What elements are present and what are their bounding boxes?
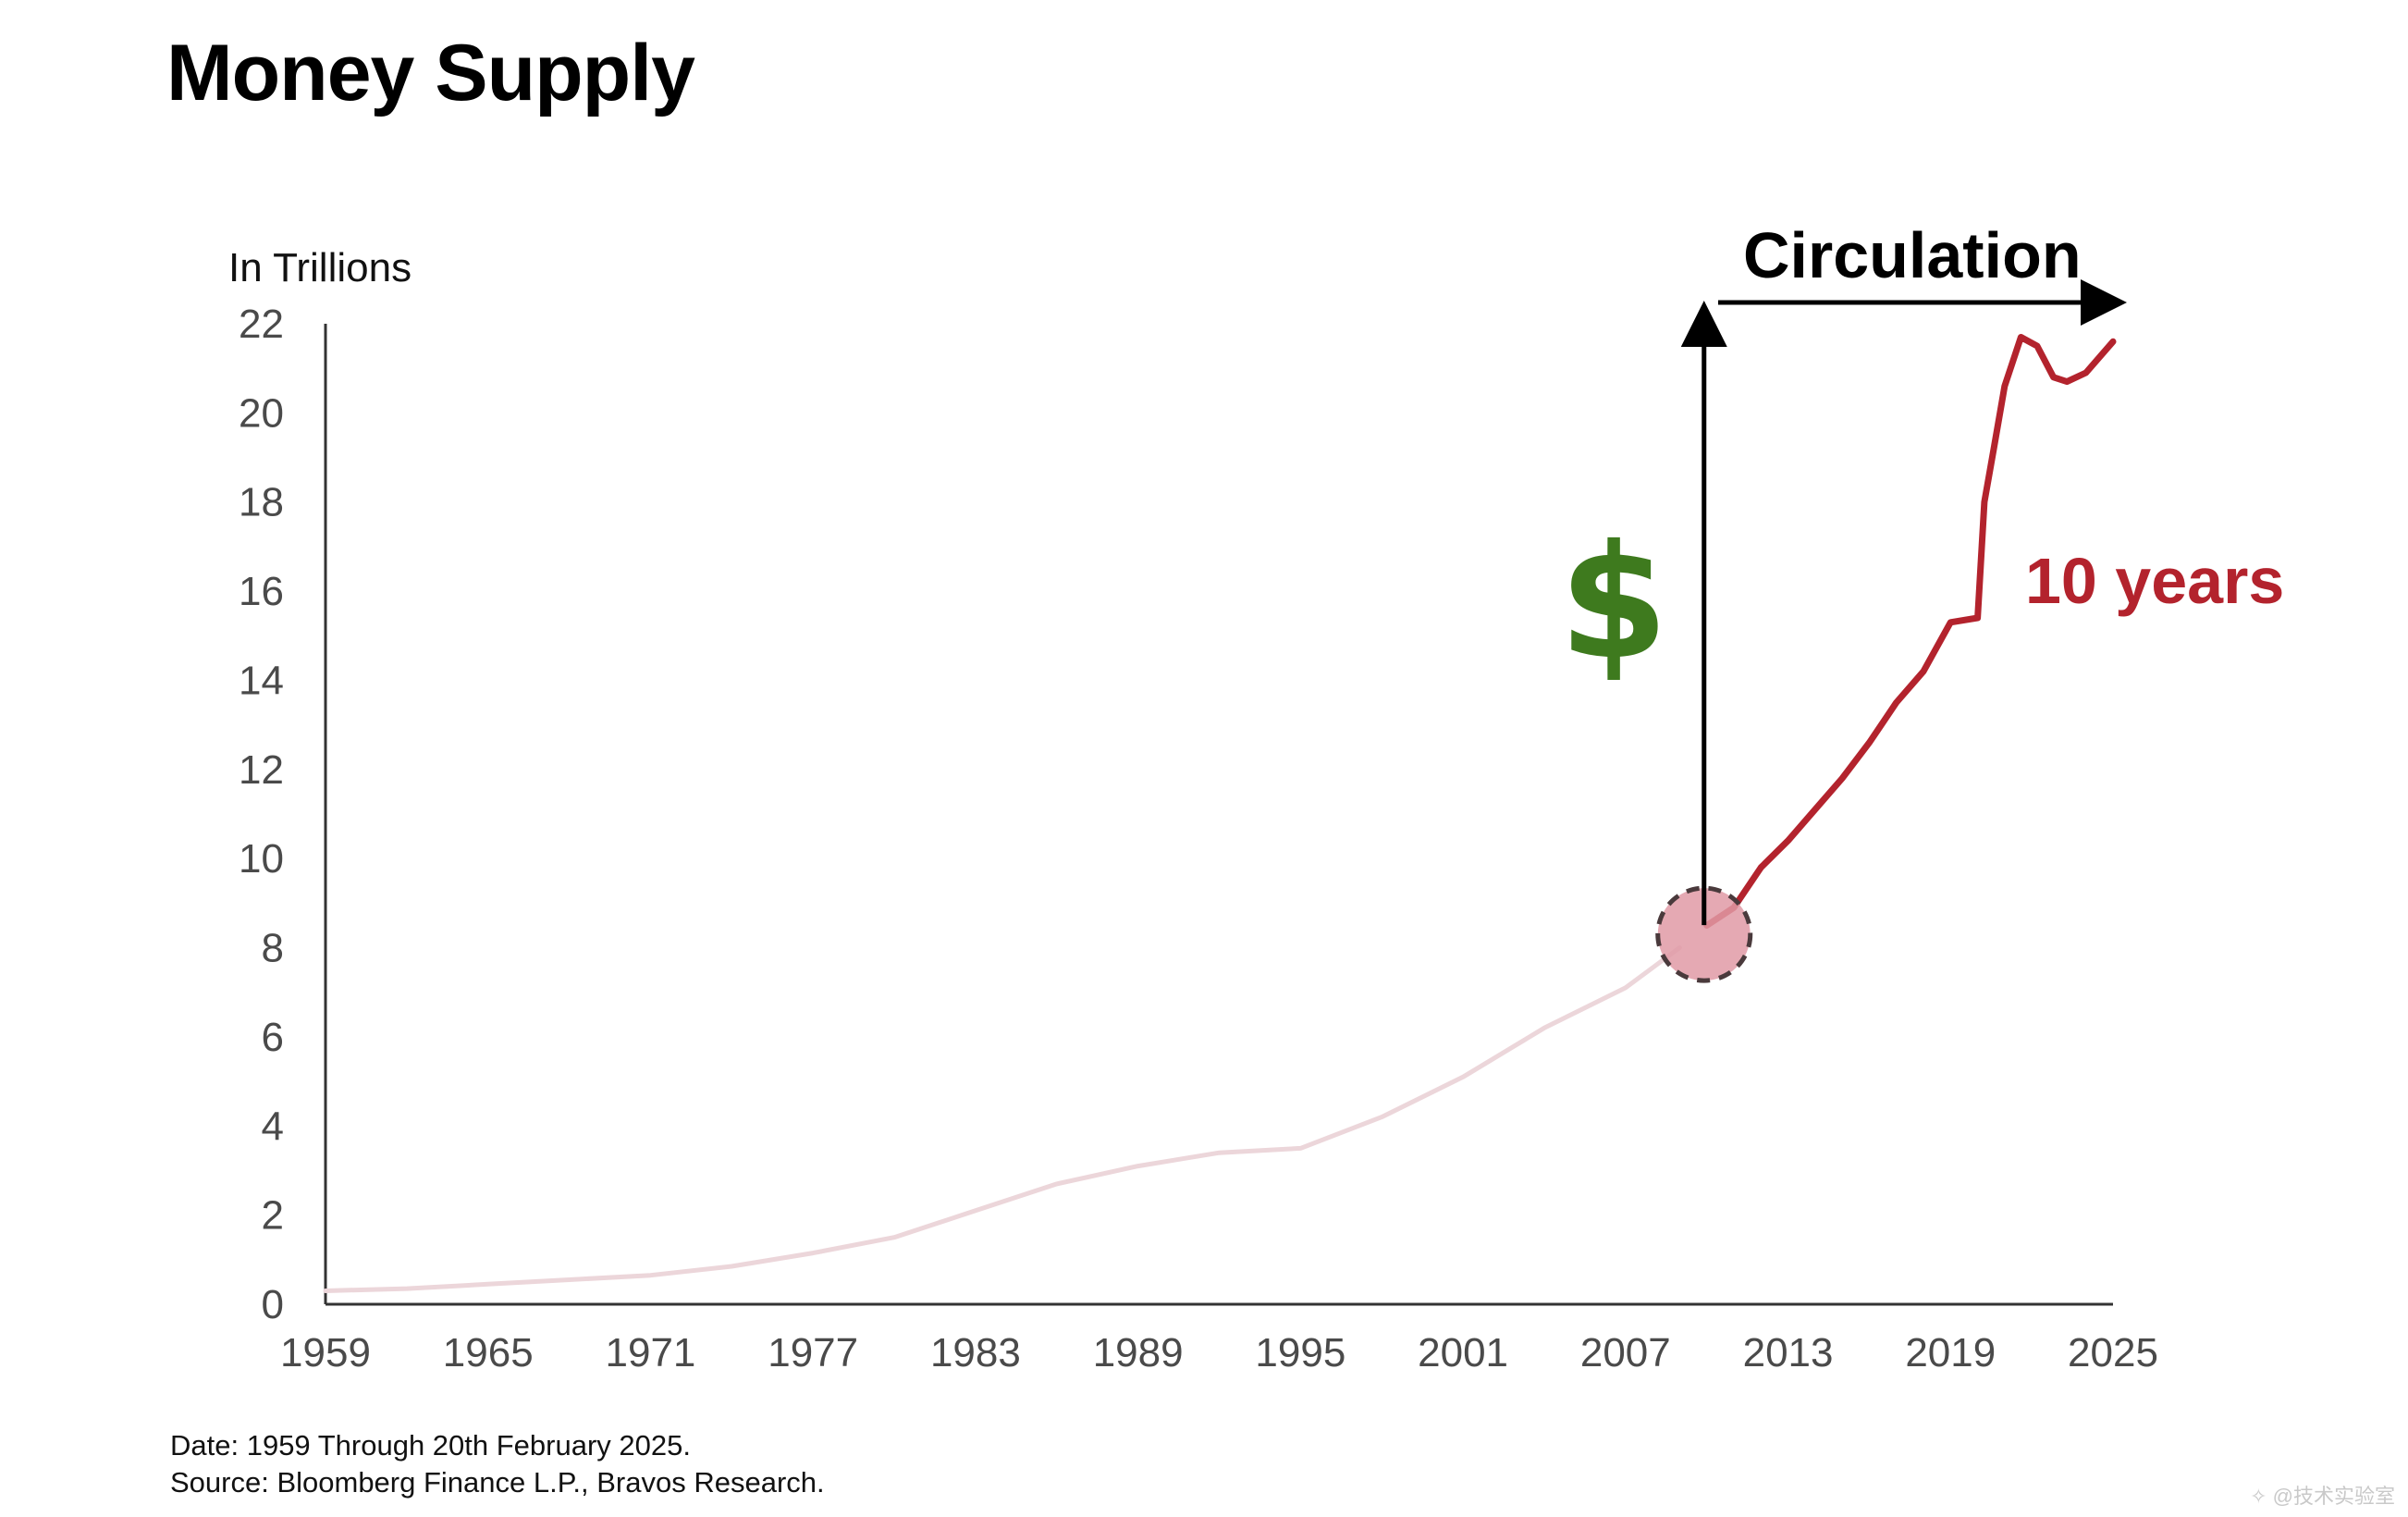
y-tick-label: 0 — [262, 1282, 284, 1327]
source-note: Source: Bloomberg Finance L.P., Bravos R… — [170, 1466, 825, 1498]
x-tick-label: 2001 — [1418, 1330, 1508, 1375]
x-tick-label: 1989 — [1093, 1330, 1184, 1375]
y-tick-label: 10 — [239, 836, 284, 882]
ten-years-label: 10 years — [2025, 545, 2284, 617]
date-note: Date: 1959 Through 20th February 2025. — [170, 1429, 691, 1462]
x-tick-label: 1965 — [443, 1330, 534, 1375]
x-tick-label: 1959 — [280, 1330, 371, 1375]
y-tick-label: 4 — [262, 1104, 284, 1149]
x-tick-label: 2019 — [1905, 1330, 1996, 1375]
series-line-before-2009 — [323, 945, 1682, 1293]
dollar-icon: $ — [1559, 512, 1668, 695]
x-tick-label: 2007 — [1580, 1330, 1671, 1375]
x-tick-label: 2025 — [2068, 1330, 2158, 1375]
series-line-since-2010 — [1703, 334, 2117, 929]
y-tick-label: 8 — [262, 926, 284, 971]
y-tick-label: 6 — [262, 1015, 284, 1060]
chart-title: Money Supply — [166, 29, 695, 117]
y-tick-label: 20 — [239, 390, 284, 436]
y-tick-label: 18 — [239, 480, 284, 525]
x-tick-label: 1977 — [768, 1330, 858, 1375]
y-tick-label: 16 — [239, 569, 284, 614]
x-tick-label: 1971 — [606, 1330, 696, 1375]
circulation-label: Circulation — [1743, 219, 2082, 291]
highlight-circle — [1655, 885, 1753, 983]
y-tick-label: 14 — [239, 658, 284, 703]
y-tick-label: 22 — [239, 302, 284, 347]
x-tick-label: 1995 — [1255, 1330, 1345, 1375]
x-tick-label: 1983 — [930, 1330, 1021, 1375]
y-axis-label: In Trillions — [228, 245, 412, 290]
x-tick-label: 2013 — [1743, 1330, 1834, 1375]
watermark: ✧ @技术实验室 — [2250, 1485, 2395, 1508]
y-tick-label: 12 — [239, 747, 284, 793]
y-tick-label: 2 — [262, 1193, 284, 1239]
